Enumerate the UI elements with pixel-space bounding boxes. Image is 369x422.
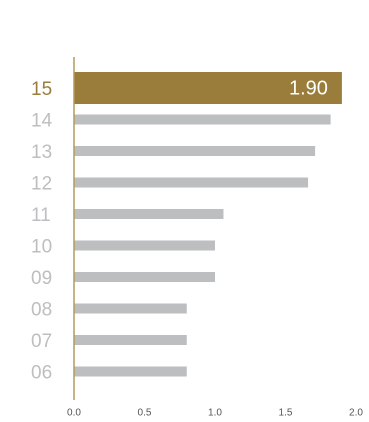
x-tick-label: 2.0 [349,408,363,419]
bar [74,240,215,251]
bar [74,72,342,104]
bar [74,209,224,219]
x-tick-label: 0.5 [138,408,152,419]
x-tick-label: 0.0 [67,408,81,419]
y-tick-label: 07 [31,331,52,352]
bar [74,335,187,345]
y-tick-label: 10 [31,237,52,258]
x-tick-label: 1.0 [208,408,222,419]
value-label: 1.90 [289,77,328,99]
y-tick-label: 14 [31,111,53,132]
bar [74,114,331,125]
y-tick-label: 15 [31,79,52,100]
bar [74,146,316,156]
x-tick-label: 1.5 [279,408,293,419]
y-tick-label: 09 [31,268,52,289]
bar [74,272,215,282]
y-tick-label: 12 [31,174,52,195]
bar [74,303,187,314]
y-tick-label: 06 [31,363,52,384]
y-tick-label: 08 [31,300,52,321]
bar [74,366,187,377]
y-tick-label: 11 [31,205,51,226]
bar [74,177,309,188]
y-tick-label: 13 [31,142,52,163]
